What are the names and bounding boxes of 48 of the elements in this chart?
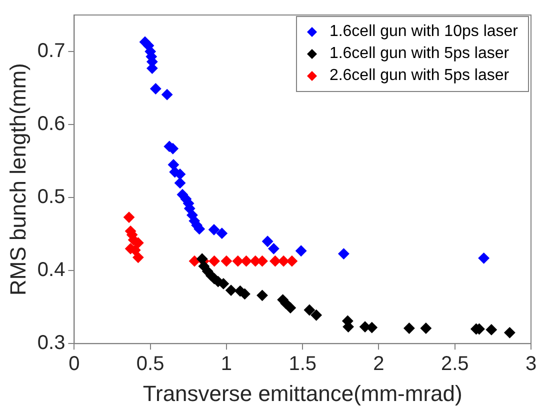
point (240, 256, 252, 267)
point (478, 252, 490, 264)
point (232, 256, 244, 267)
point (278, 256, 290, 267)
point (174, 168, 186, 180)
point (188, 256, 200, 267)
y-tick-label: 0.7 (37, 40, 66, 62)
legend-label: 1.6cell gun with 5ps laser (329, 44, 510, 64)
point (132, 252, 144, 263)
point (262, 236, 274, 247)
point (174, 177, 186, 188)
y-tick-label: 0.3 (37, 332, 66, 354)
point (270, 256, 281, 267)
x-tick-label: 2.5 (440, 353, 469, 376)
y-tick-label: 0.4 (37, 259, 66, 282)
y-tick-label: 0.6 (37, 113, 66, 136)
point (150, 83, 162, 94)
point (256, 290, 268, 301)
x-tick-label: 3 (525, 353, 537, 376)
point (268, 243, 280, 254)
point (132, 237, 144, 248)
point (338, 248, 350, 260)
x-axis-title: Transverse emittance(mm-mrad) (142, 380, 462, 406)
x-tick-label: 1.5 (288, 353, 317, 376)
point (124, 212, 135, 223)
x-tick-label: 0.5 (136, 353, 164, 376)
point (504, 327, 516, 338)
x-tick-label: 0 (68, 353, 80, 376)
x-tick-label: 1 (220, 353, 232, 376)
point (208, 256, 220, 267)
point (304, 304, 315, 316)
point (208, 224, 220, 236)
point (216, 228, 228, 239)
point (310, 310, 322, 321)
legend-label: 1.6cell gun with 10ps laser (329, 22, 518, 42)
point (296, 245, 307, 256)
legend-label: 2.6cell gun with 5ps laser (329, 66, 510, 86)
point (420, 322, 432, 334)
y-tick-label: 0.5 (37, 186, 66, 208)
point (284, 302, 296, 314)
point (220, 256, 232, 267)
point (404, 322, 415, 334)
point (486, 324, 497, 336)
y-axis-title: RMS bunch length(mm) (5, 63, 30, 296)
x-tick-label: 2 (373, 353, 384, 376)
point (286, 256, 298, 267)
point (226, 284, 237, 296)
point (162, 89, 173, 100)
